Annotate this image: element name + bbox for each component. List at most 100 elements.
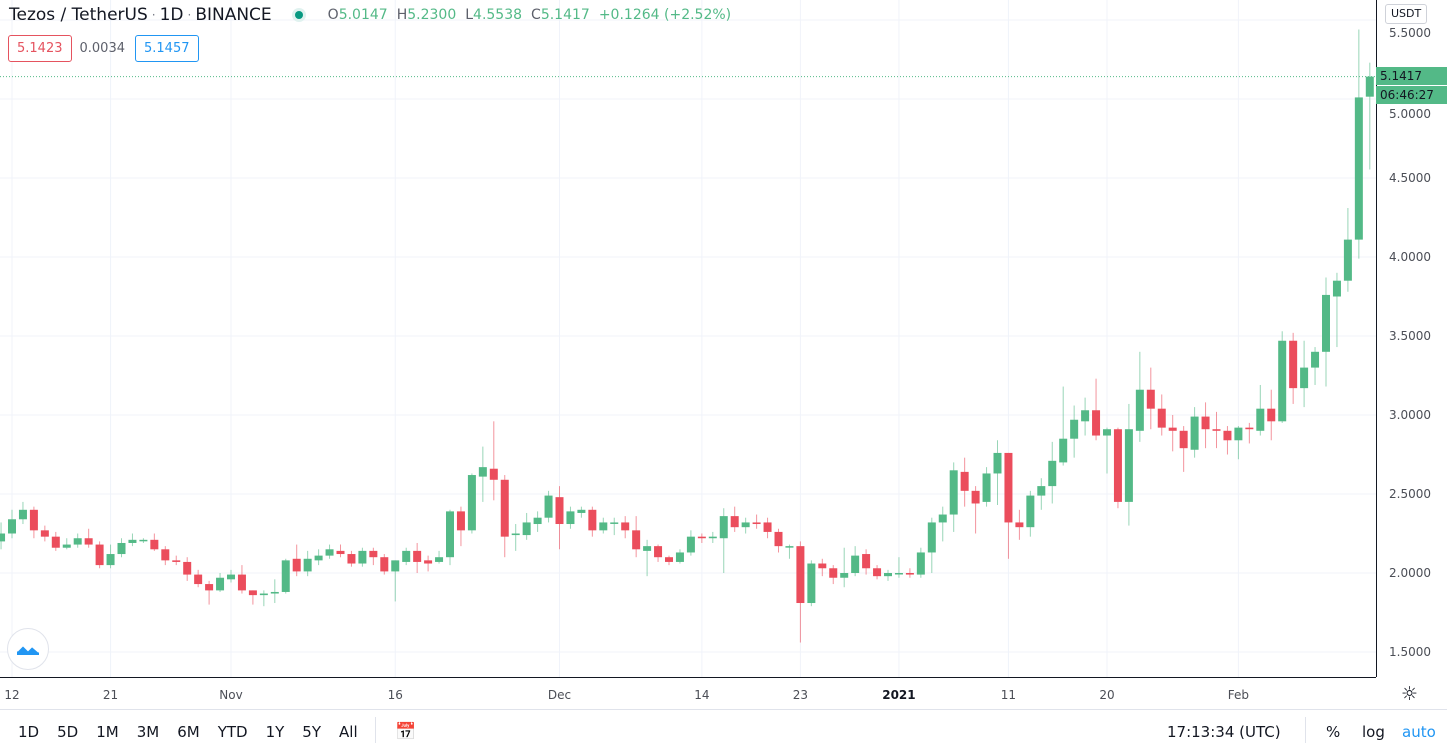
candle-2021-01-01 [894,557,903,578]
tradingview-logo[interactable] [7,628,49,670]
candle-body [1103,429,1111,436]
price-tick-label: 1.5000 [1389,645,1431,659]
open-key: O [327,7,339,23]
candle-body [73,538,82,545]
candle-body [807,563,816,604]
candle-2020-12-24 [807,560,816,607]
candle-2021-01-04 [927,517,936,573]
currency-button[interactable]: USDT [1385,4,1428,24]
time-axis[interactable]: 12 21 Nov 16 Dec 14 23 2021 11 20 Feb [0,677,1376,709]
candle-2020-10-11 [0,522,6,550]
candle-body [336,550,345,555]
candle-body [719,516,728,539]
candle-body [62,544,71,548]
candle-2021-01-14 [1037,478,1046,510]
candle-2020-12-23 [796,541,805,643]
range-button-6m[interactable]: 6M [177,723,200,741]
candle-2021-01-05 [938,506,947,542]
candle-body [621,522,630,531]
sell-button[interactable]: 5.1423 [8,35,72,62]
range-button-1y[interactable]: 1Y [265,723,285,741]
interval[interactable]: 1D [159,5,184,25]
range-button-ytd[interactable]: YTD [217,723,248,741]
candle-2020-12-30 [873,565,882,580]
candle-body [960,471,969,491]
candle-body [708,536,717,539]
clock-timezone[interactable]: 17:13:34 (UTC) [1167,723,1281,741]
range-button-all[interactable]: All [339,723,358,741]
price-tick-label: 5.0000 [1389,107,1431,121]
candle-2020-10-22 [117,538,126,558]
candle-2020-10-21 [106,544,115,569]
candle-2021-01-31 [1223,426,1232,455]
candle-body [949,470,958,515]
candle-2020-12-20 [763,517,772,539]
auto-scale-toggle[interactable]: auto [1402,723,1436,741]
price-axis[interactable]: 1.5000 2.0000 2.5000 3.0000 3.5000 4.0000 4.50… [1376,0,1447,677]
candle-2020-11-12 [347,550,356,567]
candle-body [446,511,454,558]
candle-body [533,517,542,525]
symbol-name[interactable]: Tezos / TetherUS [9,5,148,25]
candle-2021-02-09 [1322,277,1330,387]
candle-body [51,536,60,548]
spread: 0.0034 [79,41,126,56]
candle-2020-11-02 [237,565,246,594]
ohlc-values: O5.0147 H5.2300 L4.5538 C5.1417 +0.1264 … [328,7,731,23]
go-to-date-calendar-icon[interactable]: 📅 [395,722,417,742]
candle-2021-01-25 [1157,394,1166,436]
candle-body [697,536,706,539]
candle-body [884,573,892,577]
candle-2021-01-11 [1004,452,1013,559]
candle-2020-11-21 [446,509,454,566]
range-button-1d[interactable]: 1D [18,723,40,741]
candle-2020-10-24 [139,538,148,543]
candle-body [237,574,246,591]
candle-body [18,509,27,520]
buy-button[interactable]: 5.1457 [135,35,199,62]
range-button-5y[interactable]: 5Y [302,723,322,741]
candle-body [347,554,356,564]
candle-body [840,573,849,578]
candle-body [456,511,465,531]
separator: · [151,8,156,22]
candle-2020-10-31 [216,573,225,592]
candle-2020-10-26 [161,546,170,566]
market-open-status-icon [291,8,306,22]
candle-body [675,552,684,562]
candle-body [511,533,520,536]
candle-body [95,544,104,566]
candle-2020-12-27 [840,547,849,588]
candle-body [1278,340,1287,422]
candle-body [774,531,783,547]
range-button-3m[interactable]: 3M [136,723,160,741]
time-tick-label: Nov [219,688,243,702]
price-tick-label: 2.0000 [1389,566,1431,580]
candle-body [391,560,400,572]
bottom-toolbar: 1D 5D 1M 3M 6M YTD 1Y 5Y All 📅 17:13:34 (UTC) % … [0,709,1447,751]
range-button-1m[interactable]: 1M [96,723,119,741]
candle-2020-11-15 [380,554,389,575]
candle-body [40,530,49,537]
range-button-5d[interactable]: 5D [57,723,79,741]
candle-2020-11-18 [413,542,422,573]
candle-2020-11-01 [227,569,235,583]
candle-2021-01-26 [1168,415,1177,452]
candle-2021-01-09 [982,467,991,507]
candle-body [478,467,487,477]
low-key: L [465,7,474,23]
settings-gear-icon[interactable]: ☼ [1401,683,1419,705]
candle-body [84,538,93,545]
candlestick-chart[interactable] [0,0,1376,677]
candle-body [1245,427,1254,430]
candle-body [993,452,1002,474]
candle-2020-12-04 [588,506,597,537]
divider [375,717,376,743]
time-tick-label: 20 [1099,688,1115,702]
candle-body [303,558,312,572]
candle-2021-01-18 [1081,397,1090,436]
candle-2020-12-25 [818,558,827,577]
log-scale-toggle[interactable]: log [1362,723,1385,741]
percent-scale-toggle[interactable]: % [1326,723,1341,741]
symbol-legend[interactable]: Tezos / TetherUS · 1D · BINANCE O5.0147 … [9,5,731,25]
